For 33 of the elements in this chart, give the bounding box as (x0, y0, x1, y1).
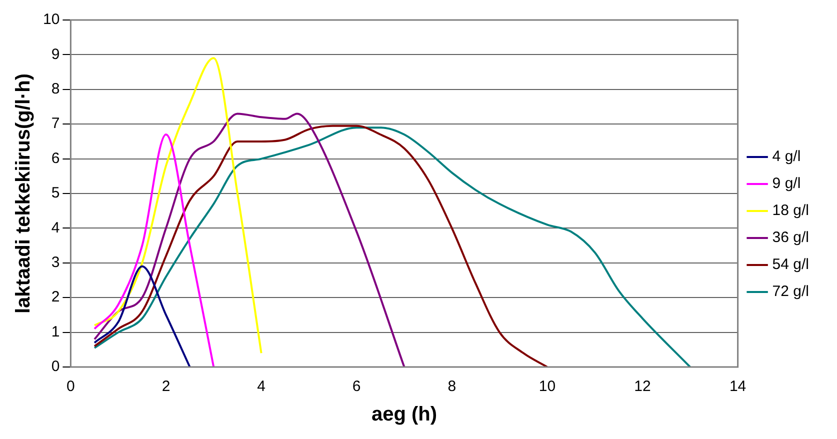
y-tick-label: 6 (51, 150, 60, 167)
y-tick-label: 2 (51, 288, 60, 306)
line-series (94, 124, 548, 367)
y-tick-label: 7 (51, 115, 60, 132)
legend-label: 36 g/l (772, 229, 810, 246)
x-tick-label: 2 (162, 378, 170, 396)
x-tick-label: 4 (257, 378, 266, 396)
legend-label: 4 g/l (772, 148, 801, 166)
line-series (94, 265, 191, 367)
x-tick-label: 6 (352, 378, 361, 396)
legend-label: 72 g/l (772, 283, 810, 300)
legend-label: 9 g/l (772, 175, 801, 192)
y-tick-label: 0 (51, 358, 60, 376)
line-series (94, 57, 262, 354)
line-series (94, 134, 215, 367)
x-tick-label: 12 (634, 378, 651, 396)
line-series (94, 126, 692, 367)
legend-label: 18 g/l (772, 202, 810, 220)
x-tick-label: 14 (729, 378, 746, 396)
y-axis-title: laktaadi tekkekiirus(g/l·h) (12, 73, 35, 314)
legend-label: 54 g/l (772, 256, 810, 274)
y-tick-label: 5 (51, 184, 60, 202)
y-tick-label: 4 (51, 219, 60, 236)
x-tick-label: 0 (66, 378, 75, 396)
y-tick-label: 1 (51, 323, 60, 340)
y-tick-label: 9 (51, 46, 60, 63)
y-tick-label: 3 (51, 254, 60, 272)
line-series (94, 112, 406, 367)
x-tick-label: 8 (448, 378, 456, 396)
x-axis-title: aeg (h) (371, 404, 438, 426)
y-tick-label: 10 (42, 11, 60, 28)
x-tick-label: 10 (538, 378, 556, 396)
y-tick-label: 8 (51, 80, 60, 98)
